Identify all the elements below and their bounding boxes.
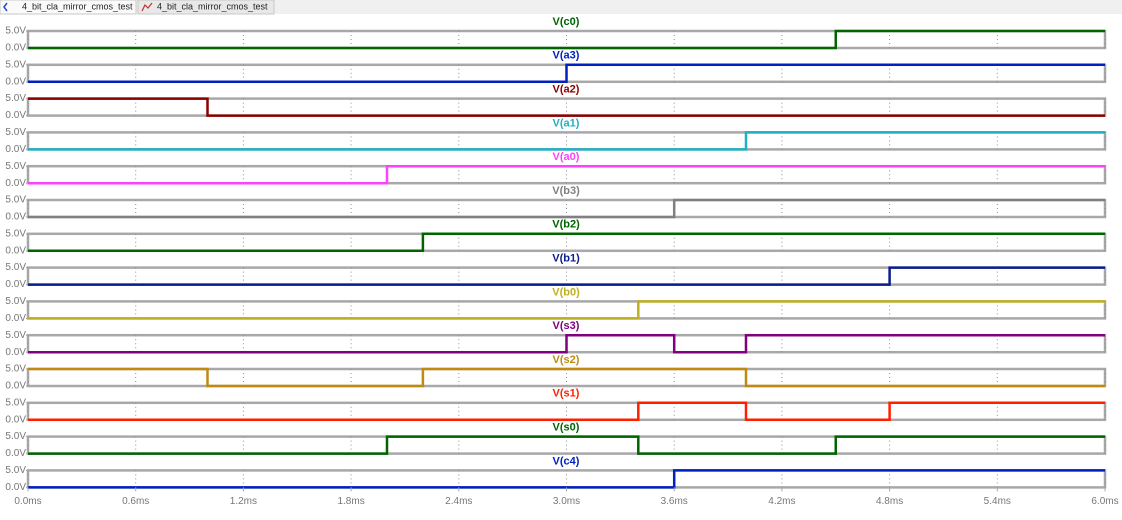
y-tick-label: 0.0V [5,76,26,87]
y-tick-label: 0.0V [5,144,26,155]
tab-bar [0,0,1122,14]
y-tick-label: 0.0V [5,482,26,493]
tab[interactable] [137,0,275,15]
y-tick-label: 5.0V [5,330,26,341]
y-tick-label: 0.0V [5,245,26,256]
y-tick-label: 0.0V [5,43,26,54]
x-tick-label: 1.2ms [230,496,257,507]
y-tick-label: 0.0V [5,279,26,290]
pane-title: V(c4) [553,455,580,467]
waveform [28,131,1105,151]
y-tick-label: 0.0V [5,313,26,324]
y-tick-label: 5.0V [5,296,26,307]
y-tick-label: 5.0V [5,397,26,408]
pane-title: V(c0) [553,16,580,28]
x-tick-label: 4.8ms [876,496,903,507]
x-tick-label: 2.4ms [445,496,472,507]
waveform [28,435,1105,455]
y-tick-label: 0.0V [5,448,26,459]
y-tick-label: 5.0V [5,431,26,442]
y-tick-label: 5.0V [5,127,26,138]
x-tick-label: 4.2ms [768,496,795,507]
x-tick-label: 1.8ms [337,496,364,507]
pane-title: V(a1) [553,117,580,129]
pane-title: V(a0) [553,151,580,163]
tab-icon [141,2,153,12]
pane-title: V(a2) [553,84,580,96]
y-tick-label: 5.0V [5,195,26,206]
tab[interactable] [0,0,137,15]
y-tick-label: 0.0V [5,212,26,223]
y-tick-label: 5.0V [5,26,26,37]
pane-title: V(b2) [552,219,580,231]
y-tick-label: 0.0V [5,381,26,392]
y-tick-label: 5.0V [5,465,26,476]
pane-title: V(a3) [553,50,580,62]
tab-icon [3,2,8,12]
waveform [28,29,1105,50]
pane-title: V(s2) [553,354,580,366]
waveform [28,300,1105,320]
y-tick-label: 5.0V [5,93,26,104]
waveform [28,333,1105,354]
pane-title: V(b1) [552,253,580,265]
y-tick-label: 5.0V [5,59,26,70]
y-tick-label: 5.0V [5,262,26,273]
waveform [28,266,1105,286]
waveform [28,232,1105,253]
x-tick-label: 5.4ms [984,496,1011,507]
waveform [28,401,1105,422]
y-tick-label: 5.0V [5,364,26,375]
waveform [28,63,1105,84]
y-tick-label: 0.0V [5,347,26,358]
pane-title: V(s3) [553,320,580,332]
tab-label[interactable]: 4_bit_cla_mirror_cmos_test [22,1,133,11]
x-tick-label: 3.0ms [553,496,580,507]
x-tick-label: 0.6ms [122,496,149,507]
waveform [28,367,1105,388]
pane-title: V(b0) [552,286,580,298]
waveform [28,164,1105,185]
pane-title: V(b3) [552,185,580,197]
pane-title: V(s1) [553,388,580,400]
pane-title: V(s0) [553,422,580,434]
y-tick-label: 0.0V [5,178,26,189]
y-tick-label: 0.0V [5,110,26,121]
waveform [28,97,1105,117]
y-tick-label: 5.0V [5,161,26,172]
y-tick-label: 5.0V [5,228,26,239]
x-tick-label: 0.0ms [14,496,41,507]
tab-label[interactable]: 4_bit_cla_mirror_cmos_test [157,1,268,11]
waveform [28,198,1105,219]
y-tick-label: 0.0V [5,414,26,425]
x-tick-label: 3.6ms [661,496,688,507]
x-tick-label: 6.0ms [1091,496,1118,507]
